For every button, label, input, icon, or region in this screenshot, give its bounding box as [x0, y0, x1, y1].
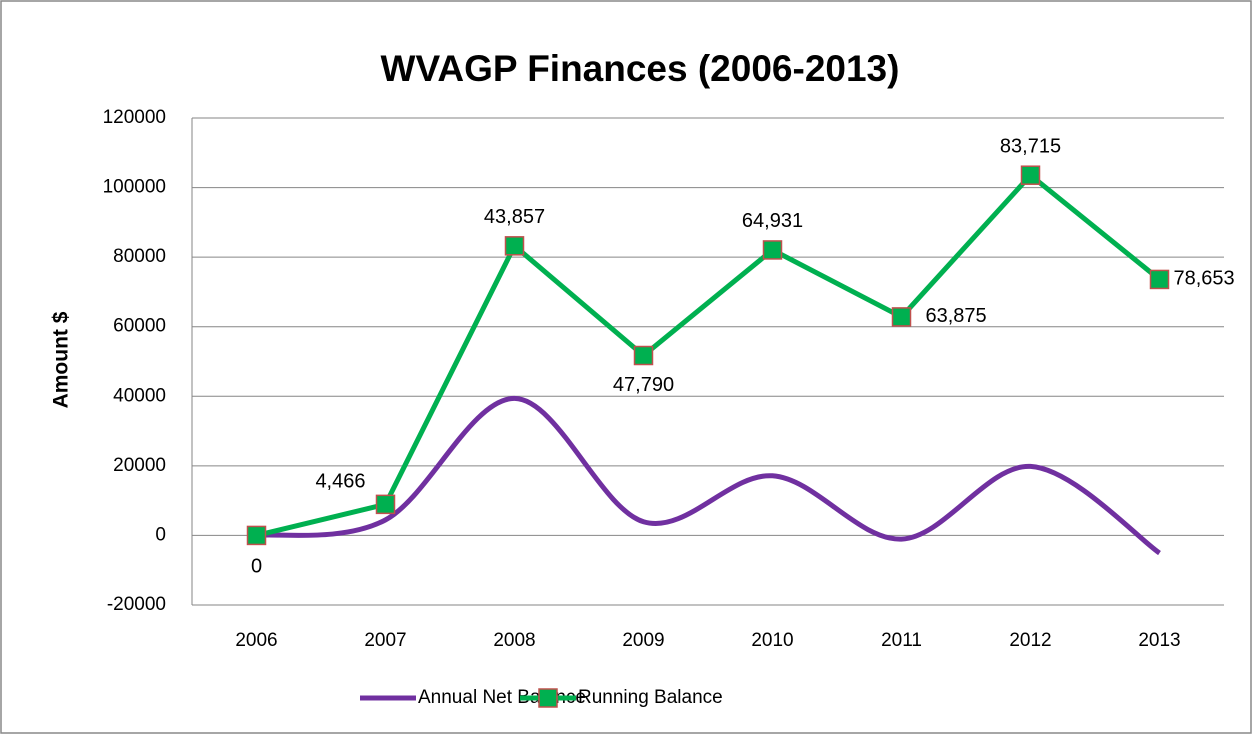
marker — [1020, 165, 1041, 185]
x-tick-label: 2011 — [881, 630, 922, 651]
marker — [762, 240, 783, 260]
chart-title: WVAGP Finances (2006-2013) — [381, 48, 900, 89]
marker — [633, 345, 654, 366]
y-tick-label: 120000 — [103, 107, 166, 128]
y-tick-label: 40000 — [113, 385, 166, 406]
legend-label: Running Balance — [578, 687, 723, 708]
y-tick-label: 60000 — [113, 316, 166, 337]
y-tick-label: 20000 — [113, 455, 166, 476]
data-label: 78,653 — [1174, 268, 1235, 290]
marker — [246, 525, 267, 546]
y-tick-label: 80000 — [113, 246, 166, 267]
marker — [1149, 269, 1170, 290]
x-tick-label: 2013 — [1138, 630, 1180, 651]
data-label: 64,931 — [742, 210, 803, 232]
x-tick-label: 2010 — [751, 630, 793, 651]
x-tick-label: 2006 — [235, 630, 277, 651]
marker — [375, 494, 396, 515]
data-label: 0 — [251, 556, 262, 578]
series-line — [256, 395, 1161, 556]
x-tick-label: 2007 — [364, 630, 406, 651]
y-axis-label: Amount $ — [50, 311, 73, 408]
series-line — [255, 172, 1162, 538]
data-label: 63,875 — [926, 305, 987, 327]
data-label: 47,790 — [613, 374, 674, 396]
y-tick-label: 0 — [155, 524, 166, 545]
marker — [504, 236, 525, 256]
y-tick-label: -20000 — [107, 594, 166, 615]
x-tick-label: 2008 — [493, 630, 535, 651]
data-label: 43,857 — [484, 206, 545, 228]
marker — [891, 307, 912, 327]
y-tick-label: 100000 — [103, 177, 166, 198]
data-label: 83,715 — [1000, 135, 1061, 157]
x-tick-label: 2012 — [1009, 630, 1051, 651]
x-tick-label: 2009 — [622, 630, 664, 651]
data-label: 4,466 — [315, 471, 365, 493]
legend-marker — [538, 688, 558, 708]
